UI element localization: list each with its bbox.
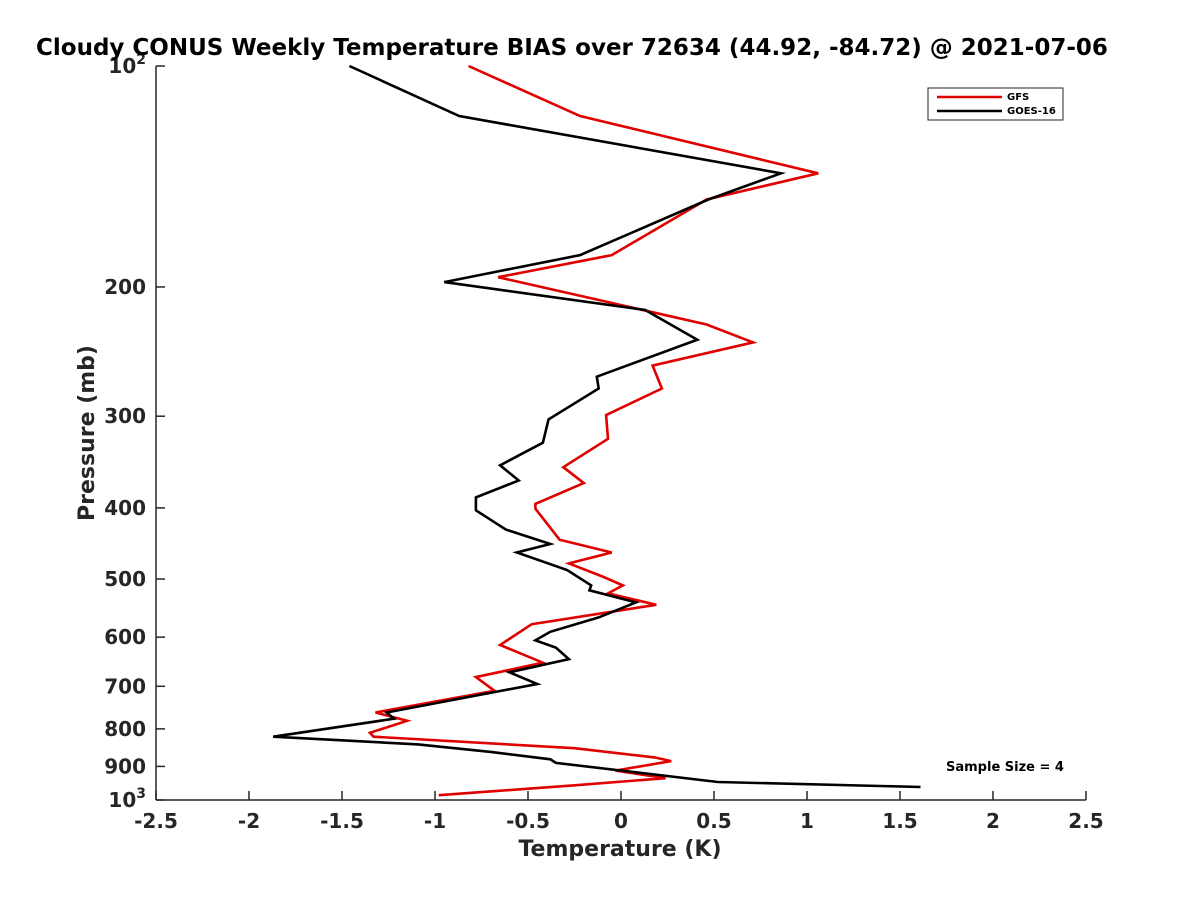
x-axis-label: Temperature (K) — [518, 837, 721, 862]
x-tick-label: -1 — [424, 809, 446, 833]
y-axis-ticks: 102 200 300 400 500 600 700 800 900 103 — [104, 52, 165, 812]
series-line-gfs — [367, 64, 819, 797]
x-tick-label: 0.5 — [696, 809, 731, 833]
y-tick-label: 600 — [104, 625, 146, 649]
x-tick-label: -0.5 — [506, 809, 550, 833]
legend-label-goes16: GOES-16 — [1007, 106, 1056, 117]
y-tick-label: 800 — [104, 717, 146, 741]
y-tick-label: 300 — [104, 404, 146, 428]
y-tick-label: 102 — [108, 52, 146, 78]
series-layer — [273, 64, 921, 797]
x-tick-label: -2.5 — [134, 809, 178, 833]
y-tick-label: 400 — [104, 496, 146, 520]
legend-box — [927, 87, 1064, 121]
x-tick-label: 1 — [800, 809, 814, 833]
legend-label-gfs: GFS — [1007, 92, 1029, 103]
y-tick-label: 103 — [108, 786, 146, 812]
x-tick-label: 2 — [986, 809, 1000, 833]
x-tick-label: -1.5 — [320, 809, 364, 833]
y-axis-label: Pressure (mb) — [75, 345, 100, 521]
x-tick-label: 1.5 — [882, 809, 917, 833]
y-tick-label: 500 — [104, 567, 146, 591]
series-line-goes16 — [273, 64, 921, 789]
x-tick-label: 0 — [614, 809, 628, 833]
y-tick-label: 900 — [104, 754, 146, 778]
y-tick-label: 700 — [104, 674, 146, 698]
x-axis-ticks: -2.5 -2 -1.5 -1 -0.5 0 0.5 1 1.5 2 2.5 — [134, 791, 1104, 833]
x-tick-label: -2 — [238, 809, 260, 833]
sample-size-annotation: Sample Size = 4 — [946, 760, 1064, 775]
x-tick-label: 2.5 — [1068, 809, 1103, 833]
axes-frame — [155, 66, 1086, 801]
legend: GFS GOES-16 — [927, 87, 1064, 121]
chart-title: Cloudy CONUS Weekly Temperature BIAS ove… — [36, 35, 1108, 61]
y-tick-label: 200 — [104, 275, 146, 299]
